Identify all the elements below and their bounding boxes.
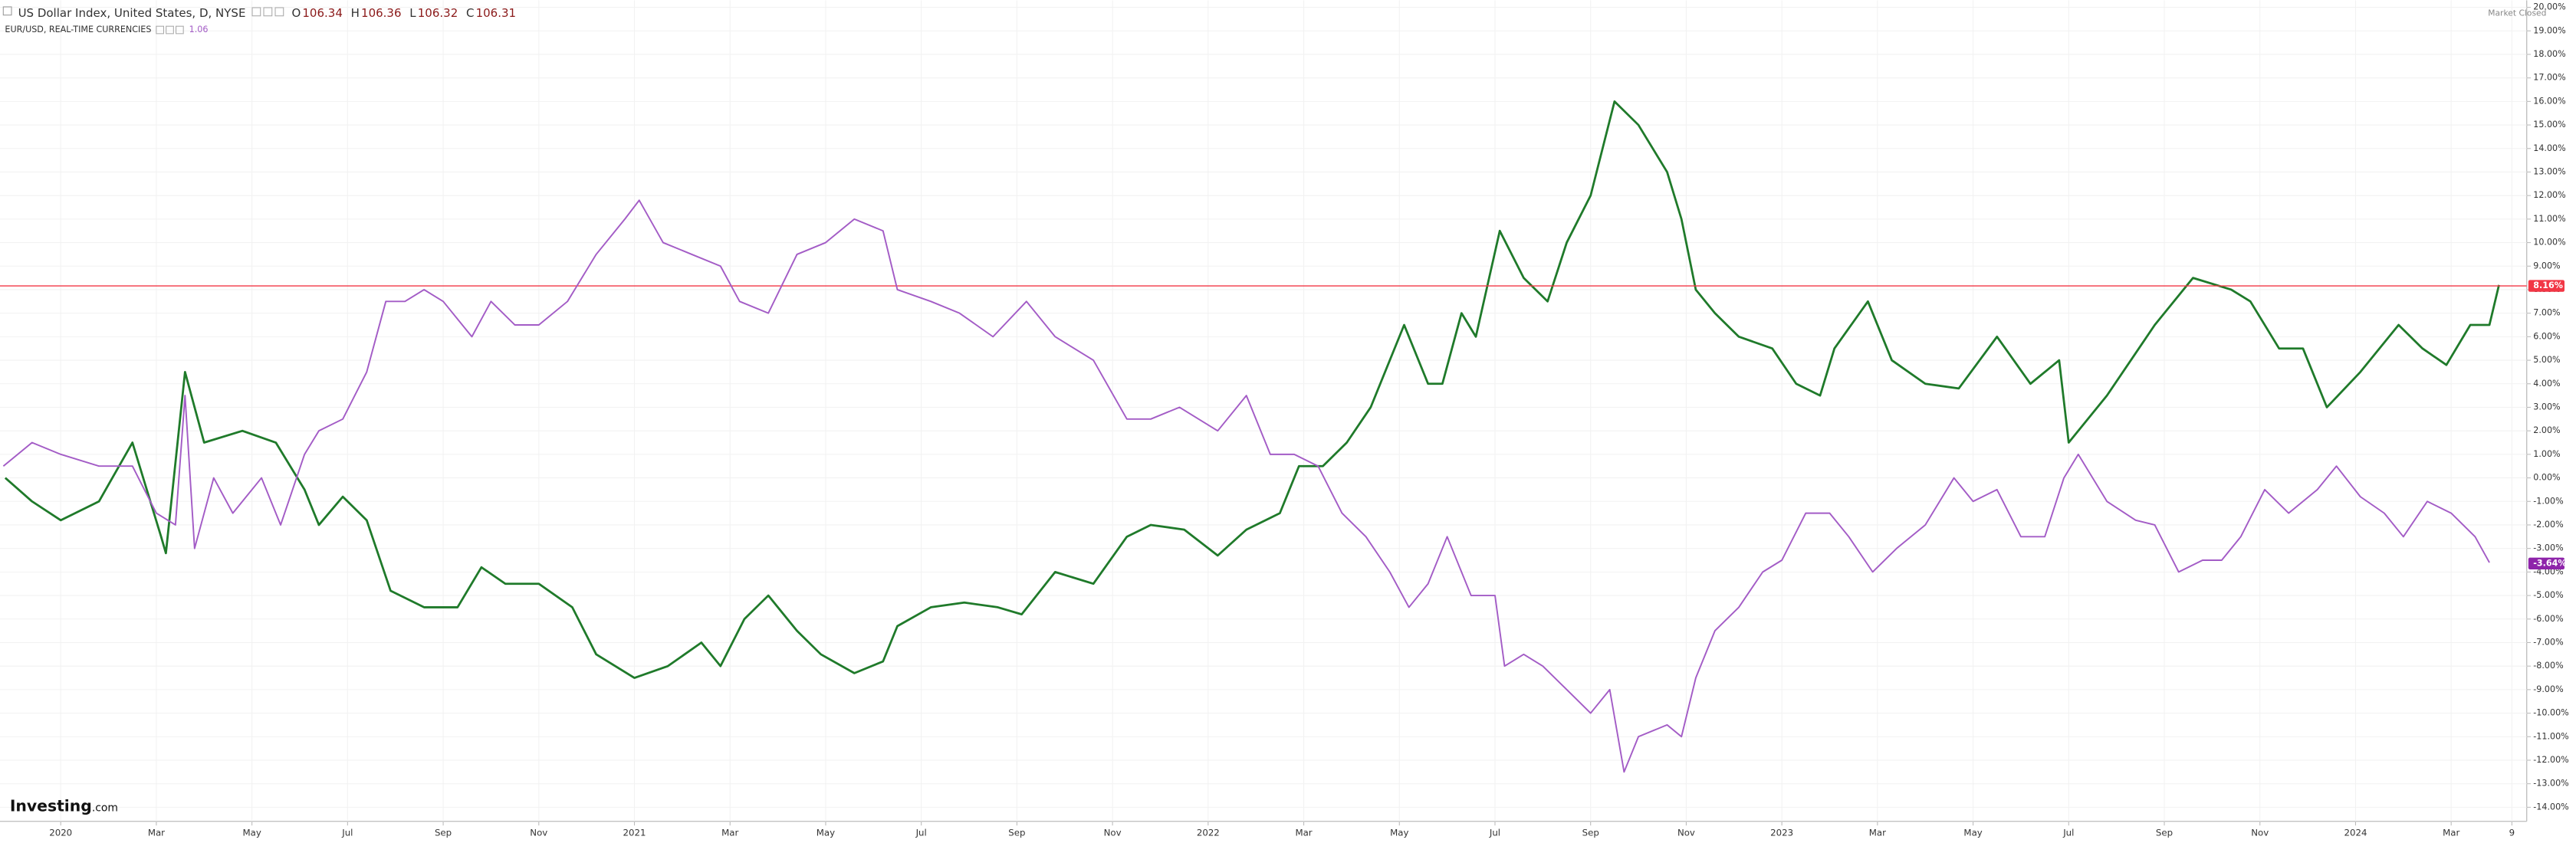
x-tick-label: 2024 <box>2344 827 2367 838</box>
brand-suffix: .com <box>92 802 118 815</box>
x-tick-label: Jul <box>2062 827 2074 838</box>
x-tick-label: Sep <box>1582 827 1599 838</box>
x-tick-label: Nov <box>2251 827 2269 838</box>
y-tick-label: 1.00% <box>2533 449 2560 459</box>
y-tick-label: 14.00% <box>2533 143 2565 153</box>
last-value-badge <box>2528 557 2564 570</box>
y-tick-label: 9.00% <box>2533 261 2560 271</box>
y-tick-label: -12.00% <box>2533 755 2568 765</box>
y-tick-label: -1.00% <box>2533 496 2563 506</box>
y-tick-label: -8.00% <box>2533 661 2563 671</box>
y-tick-label: 6.00% <box>2533 331 2560 341</box>
settings-icon <box>166 25 174 34</box>
last-value-label: -3.64% <box>2533 558 2566 568</box>
x-tick-label: Nov <box>1677 827 1695 838</box>
y-tick-label: 11.00% <box>2533 214 2565 224</box>
series-line <box>4 100 2500 679</box>
x-tick-label: Mar <box>1295 827 1312 838</box>
y-tick-label: 3.00% <box>2533 402 2560 412</box>
x-tick-label: Mar <box>721 827 738 838</box>
ohlc-key: H <box>351 6 360 20</box>
settings-icon <box>156 25 165 34</box>
y-tick-label: -5.00% <box>2533 590 2563 600</box>
ohlc-value: 106.34 <box>302 6 343 20</box>
ohlc-key: C <box>466 6 474 20</box>
y-tick-label: 17.00% <box>2533 73 2565 83</box>
x-tick-label: May <box>1390 827 1408 838</box>
symbol-title: US Dollar Index, United States, D, NYSE <box>18 6 246 20</box>
x-tick-label: Mar <box>148 827 165 838</box>
x-tick-label: Jul <box>1489 827 1500 838</box>
x-tick-label: Sep <box>1008 827 1025 838</box>
brand-logo: Investing <box>10 797 92 815</box>
y-tick-label: 16.00% <box>2533 96 2565 106</box>
x-tick-label: 9 <box>2509 827 2515 838</box>
y-tick-label: -13.00% <box>2533 779 2568 789</box>
last-value-label: 8.16% <box>2533 280 2563 290</box>
ohlc-value: 106.32 <box>418 6 458 20</box>
ohlc-value: 106.36 <box>361 6 401 20</box>
ohlc-key: O <box>291 6 301 20</box>
collapse-icon[interactable] <box>2 6 12 16</box>
settings-icon <box>263 7 273 17</box>
ohlc-value: 106.31 <box>476 6 517 20</box>
y-tick-label: -6.00% <box>2533 614 2563 624</box>
y-tick-label: 7.00% <box>2533 308 2560 318</box>
y-tick-label: 15.00% <box>2533 120 2565 130</box>
x-tick-label: Mar <box>1869 827 1886 838</box>
last-value-badge <box>2528 280 2564 292</box>
settings-icon <box>176 25 184 34</box>
y-tick-label: 12.00% <box>2533 190 2565 200</box>
y-tick-label: -7.00% <box>2533 637 2563 647</box>
y-tick-label: 20.00% <box>2533 2 2565 12</box>
series-line <box>2 199 2490 773</box>
plot-area <box>0 100 2527 773</box>
x-tick-label: May <box>1963 827 1982 838</box>
x-tick-label: Sep <box>2156 827 2173 838</box>
y-tick-label: 4.00% <box>2533 379 2560 389</box>
x-tick-label: 2022 <box>1197 827 1220 838</box>
x-tick-label: 2023 <box>1770 827 1793 838</box>
y-tick-label: -2.00% <box>2533 520 2563 530</box>
compare-title: EUR/USD, REAL-TIME CURRENCIES <box>5 25 151 34</box>
settings-icon <box>274 7 284 17</box>
grid <box>0 0 2527 822</box>
market-status: Market Closed <box>2488 8 2546 18</box>
settings-icon <box>251 7 261 17</box>
axes: 20.00% 19.00% 18.00% 17.00% 16.00% 15.00% 14.0… <box>49 2 2569 838</box>
compare-value: 1.06 <box>189 25 209 34</box>
y-tick-label: 2.00% <box>2533 425 2560 435</box>
x-tick-label: May <box>816 827 835 838</box>
y-tick-label: 19.00% <box>2533 25 2565 35</box>
legend-header: US Dollar Index, United States, D, NYSE … <box>2 6 2546 815</box>
x-tick-label: Nov <box>530 827 547 838</box>
x-tick-label: 2021 <box>623 827 646 838</box>
y-tick-label: -3.00% <box>2533 543 2563 553</box>
y-tick-label: -9.00% <box>2533 684 2563 694</box>
ohlc-key: L <box>409 6 416 20</box>
x-tick-label: Sep <box>435 827 452 838</box>
y-tick-label: 0.00% <box>2533 473 2560 483</box>
y-tick-label: 18.00% <box>2533 49 2565 59</box>
x-tick-label: Mar <box>2443 827 2459 838</box>
x-tick-label: Jul <box>915 827 927 838</box>
y-tick-label: 10.00% <box>2533 238 2565 248</box>
x-tick-label: Jul <box>341 827 353 838</box>
x-tick-label: May <box>242 827 261 838</box>
x-tick-label: Nov <box>1104 827 1122 838</box>
y-tick-label: 5.00% <box>2533 355 2560 365</box>
x-tick-label: 2020 <box>49 827 72 838</box>
y-tick-label: -14.00% <box>2533 802 2568 812</box>
y-tick-label: -10.00% <box>2533 708 2568 718</box>
y-tick-label: 13.00% <box>2533 166 2565 176</box>
y-tick-label: -11.00% <box>2533 731 2568 741</box>
